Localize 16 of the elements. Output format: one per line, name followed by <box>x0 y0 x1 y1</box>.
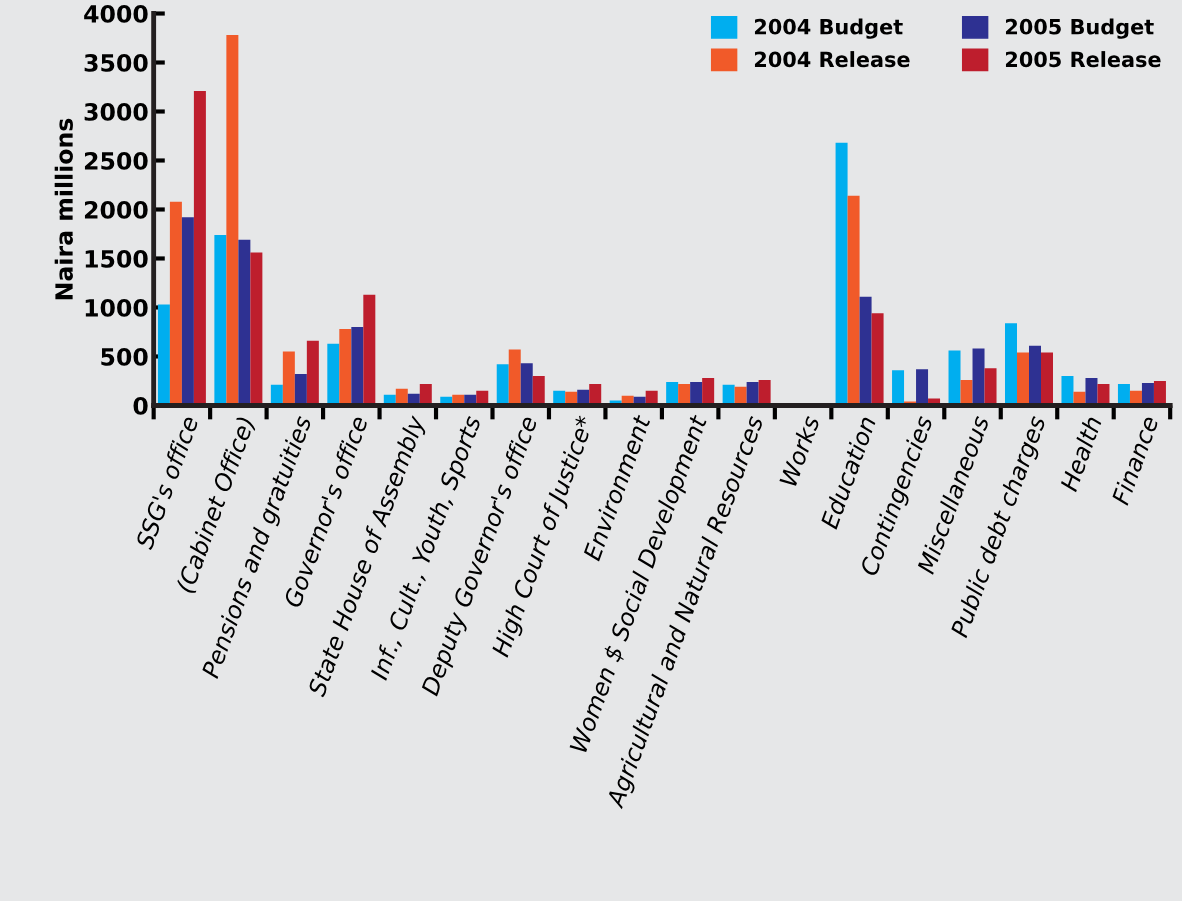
legend-label: 2004 Release <box>754 51 910 68</box>
legend-label: 2005 Release <box>1005 51 1161 68</box>
x-tick-label: Works <box>778 414 821 487</box>
y-tick-label: 4000 <box>84 4 148 23</box>
y-tick-label: 3000 <box>84 102 148 121</box>
y-tick-label: 500 <box>101 347 148 366</box>
y-tick-label: 1000 <box>85 298 148 317</box>
x-tick-label: Health <box>1059 415 1103 493</box>
y-tick-label: 3500 <box>84 53 148 72</box>
y-tick-label: 0 <box>133 396 148 415</box>
legend-label: 2005 Budget <box>1005 18 1154 39</box>
y-tick-label: 1500 <box>85 249 148 268</box>
y-axis-title: Naira millions <box>54 118 73 300</box>
y-tick-label: 2000 <box>84 200 148 219</box>
y-tick-label: 2500 <box>84 151 148 170</box>
legend-label: 2004 Budget <box>754 18 903 39</box>
